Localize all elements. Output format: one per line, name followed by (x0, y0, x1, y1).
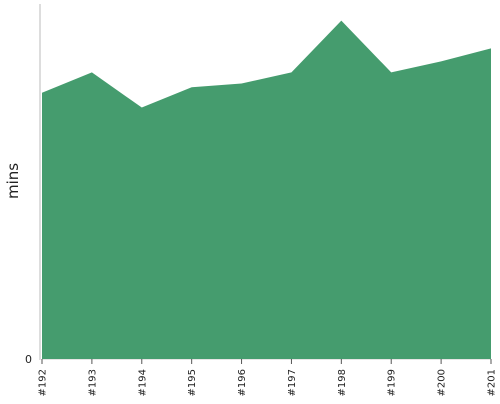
x-tick-label: #192 (38, 369, 49, 396)
x-tick-label: #196 (237, 369, 248, 396)
x-tick-label: #197 (287, 369, 298, 396)
x-tick-label: #199 (387, 369, 398, 396)
y-axis-ticks: 0 (25, 353, 32, 366)
axes (39, 4, 491, 360)
x-tick-label: #201 (487, 369, 498, 396)
x-tick-label: #195 (187, 369, 198, 396)
y-axis-label: mins (4, 163, 22, 199)
series-area (42, 20, 491, 359)
x-tick-label: #194 (137, 369, 148, 396)
x-tick-label: #193 (87, 369, 98, 396)
x-axis-ticks: #192 #193 #194 #195 #196 #197 #198 #199 #200 #201 (38, 359, 498, 396)
plot-area (42, 20, 491, 359)
x-tick-label: #198 (337, 369, 348, 396)
y-tick-label: 0 (25, 353, 32, 366)
x-tick-label: #200 (437, 369, 448, 396)
